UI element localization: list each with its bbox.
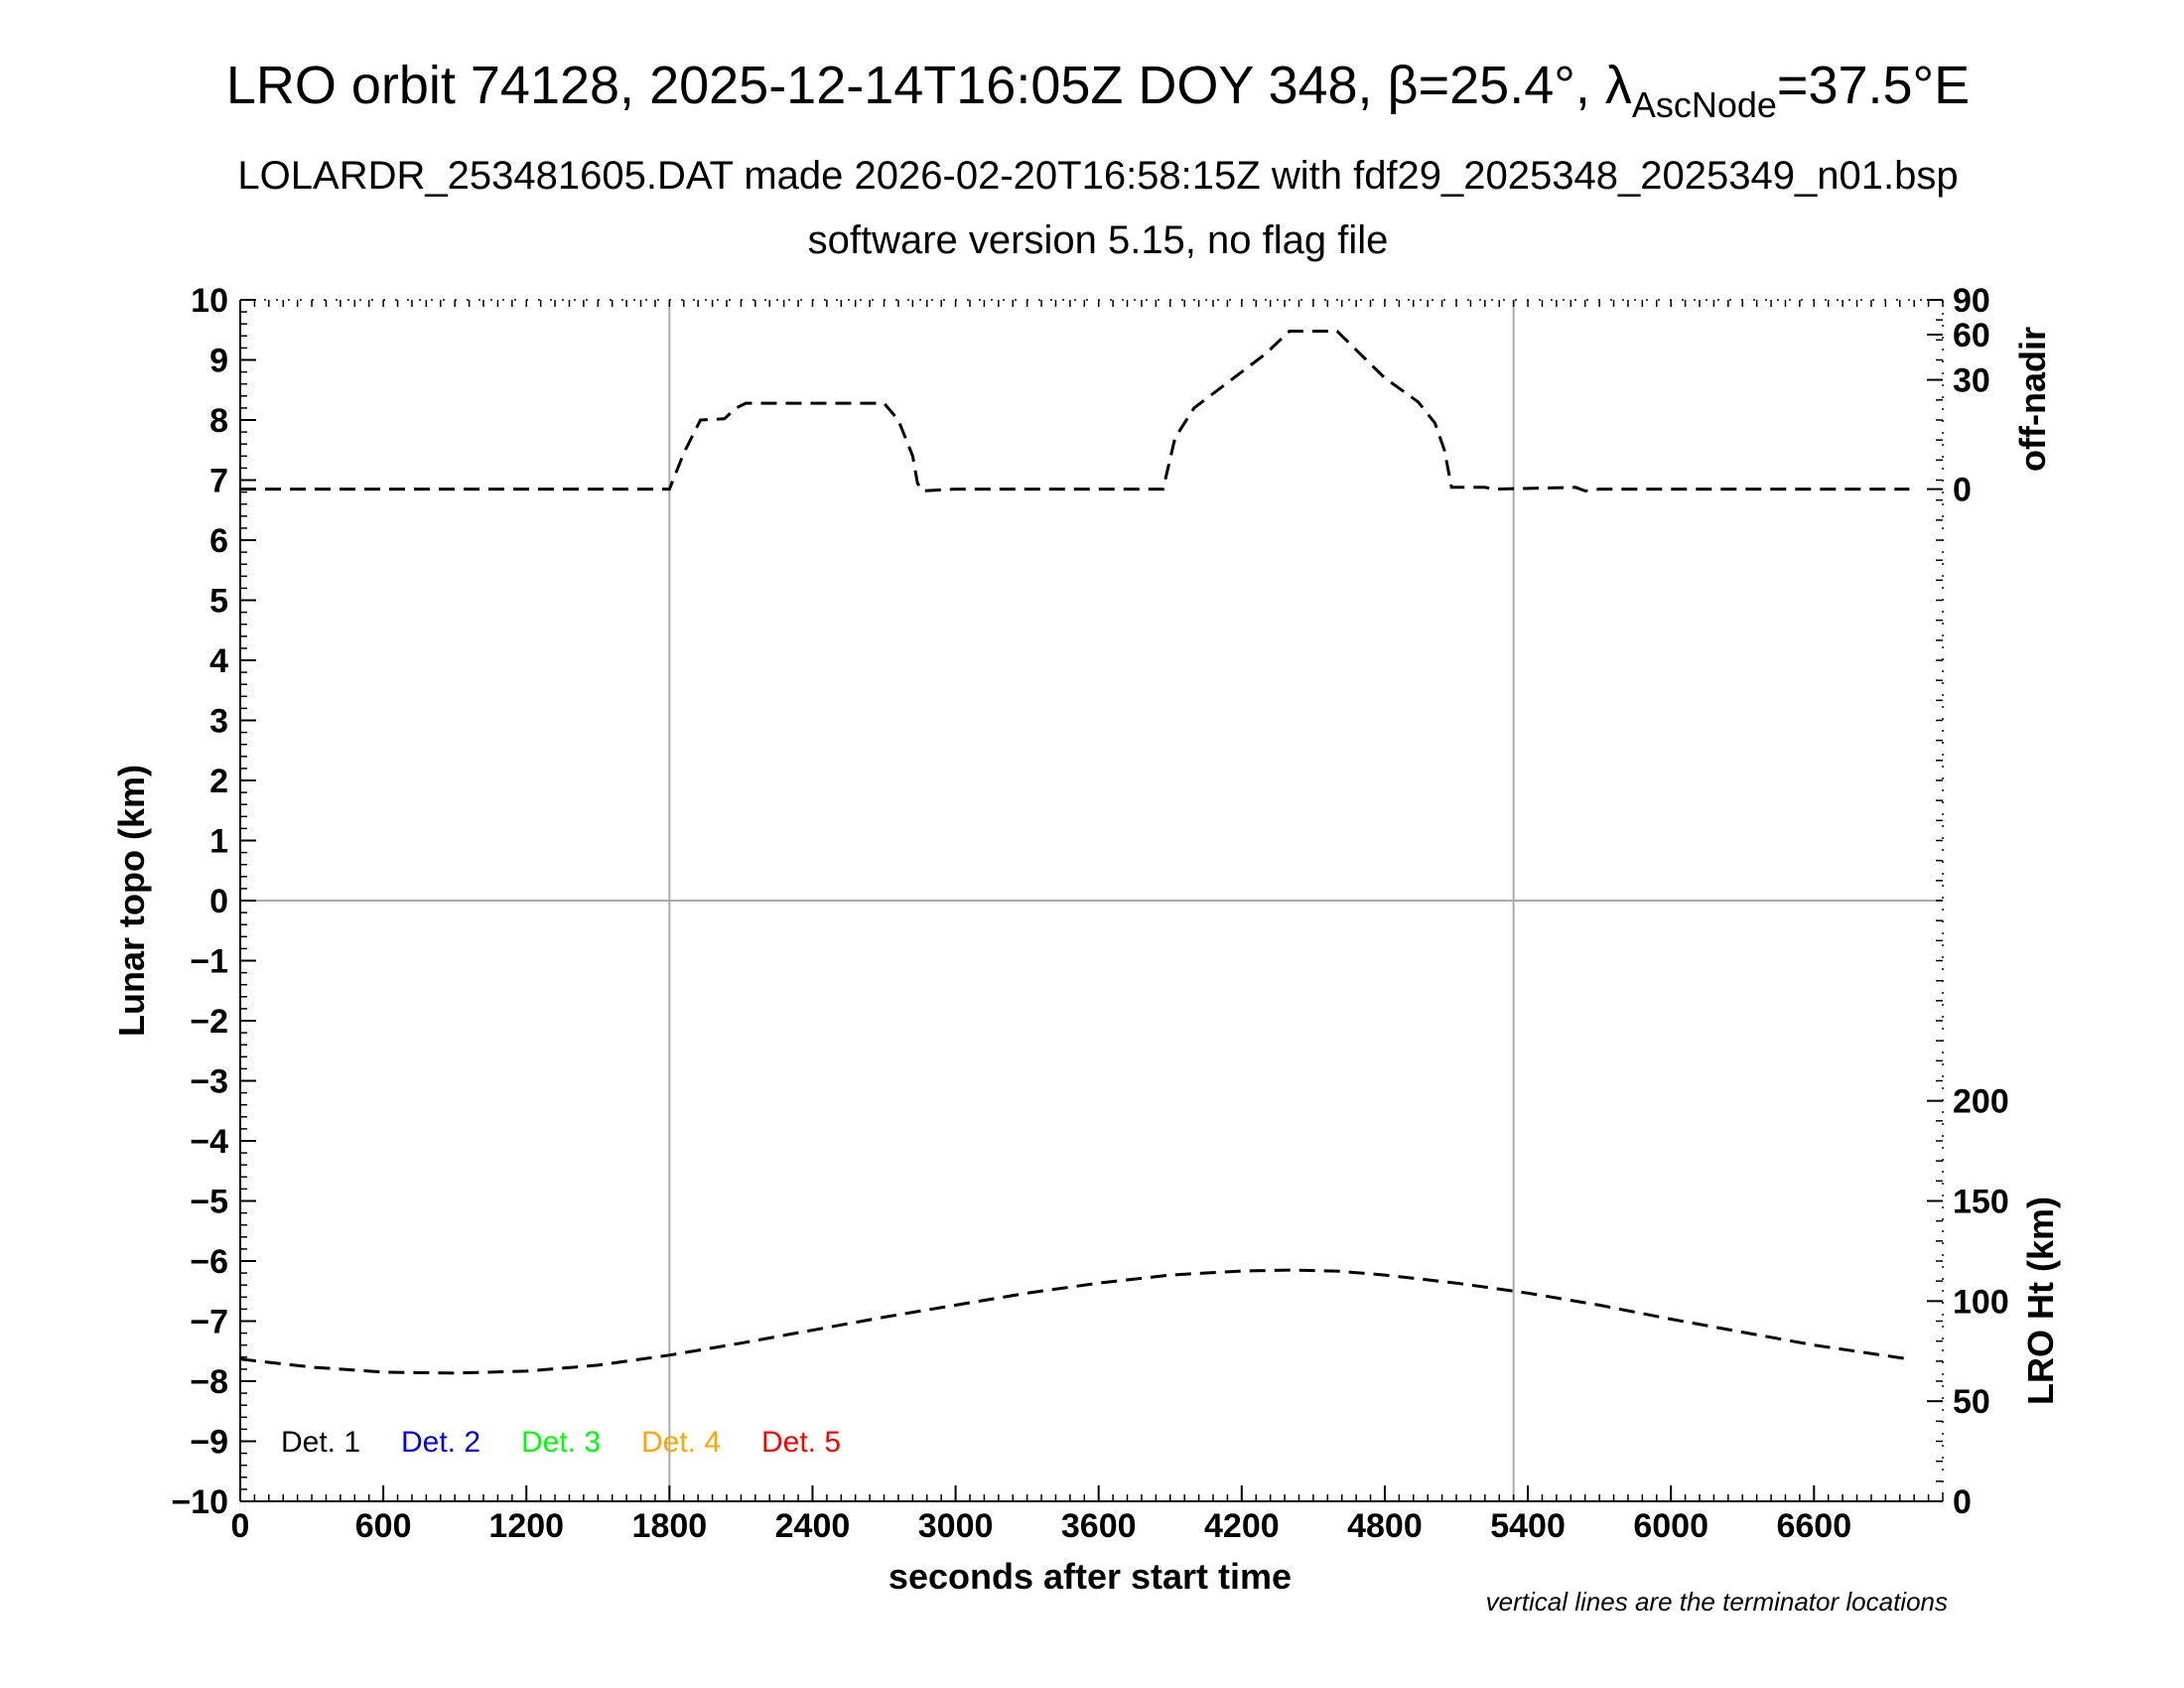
lro-height-axis-label: LRO Ht (km) [2020, 1196, 2061, 1405]
y-tick-label: 10 [191, 282, 228, 320]
legend: Det. 1 Det. 2 Det. 3 Det. 4 Det. 5 [281, 1426, 841, 1459]
reference-lines [240, 300, 1943, 1501]
off-nadir-axis-label: off-nadir [2012, 327, 2053, 472]
y-tick-label: −4 [190, 1123, 228, 1161]
y-tick-label: 3 [209, 703, 228, 741]
height-tick-label: 50 [1953, 1383, 1990, 1421]
x-tick-label: 5400 [1490, 1507, 1566, 1545]
height-tick-label: 150 [1953, 1184, 2009, 1221]
height-tick-label: 100 [1953, 1283, 2009, 1321]
x-tick-label: 3000 [918, 1507, 994, 1545]
y-tick-label: 0 [209, 883, 228, 920]
y-tick-label: 6 [209, 522, 228, 560]
y-tick-label: −2 [190, 1003, 228, 1041]
lro-height-line [239, 1268, 1910, 1375]
x-tick-label: 1200 [488, 1507, 564, 1545]
y-tick-label: −8 [190, 1363, 228, 1401]
legend-entry-det-1: Det. 1 [281, 1426, 360, 1459]
x-tick-label: 3600 [1061, 1507, 1137, 1545]
y-tick-label: 7 [209, 463, 228, 500]
chart-title-end: =37.5°E [1777, 56, 1970, 115]
x-tick-label: 0 [231, 1507, 250, 1545]
y-tick-label: 8 [209, 402, 228, 440]
chart-title: LRO orbit 74128, 2025-12-14T16:05Z DOY 3… [226, 56, 1970, 125]
x-tick-label: 2400 [775, 1507, 851, 1545]
x-tick-label: 6000 [1633, 1507, 1708, 1545]
y-tick-label: 2 [209, 763, 228, 800]
legend-entry-det-4: Det. 4 [641, 1426, 721, 1459]
x-tick-label: 1800 [632, 1507, 708, 1545]
y-tick-label: −7 [190, 1304, 228, 1341]
y-tick-label: −5 [190, 1184, 228, 1221]
off-nadir-tick-label: 0 [1953, 472, 1972, 509]
chart-subtitle-2: software version 5.15, no flag file [808, 218, 1389, 262]
x-axis-label: seconds after start time [888, 1556, 1292, 1597]
y-tick-label: 5 [209, 583, 228, 621]
off-nadir-line [240, 330, 1910, 492]
y-tick-label: −9 [190, 1424, 228, 1462]
legend-entry-det-3: Det. 3 [521, 1426, 601, 1459]
series-lines [239, 330, 1910, 1375]
y-tick-label: 1 [209, 823, 228, 861]
axis-ticks: 0 600 1200 1800 2400 3000 3600 4200 4800 5400 6000… [171, 282, 2008, 1545]
y-tick-label: 4 [209, 642, 228, 680]
x-tick-label: 4200 [1204, 1507, 1280, 1545]
y-tick-label: 9 [209, 343, 228, 380]
legend-entry-det-5: Det. 5 [761, 1426, 841, 1459]
chart-title-sub: AscNode [1632, 84, 1777, 125]
chart-title-main: LRO orbit 74128, 2025-12-14T16:05Z DOY 3… [226, 56, 1632, 115]
y-tick-label: −1 [190, 943, 228, 981]
chart-subtitle-1: LOLARDR_253481605.DAT made 2026-02-20T16… [237, 154, 1958, 198]
x-tick-label: 4800 [1347, 1507, 1423, 1545]
off-nadir-tick-label: 90 [1953, 282, 1990, 320]
height-tick-label: 0 [1953, 1483, 1972, 1521]
x-tick-label: 6600 [1776, 1507, 1851, 1545]
legend-entry-det-2: Det. 2 [401, 1426, 480, 1459]
footnote: vertical lines are the terminator locati… [1486, 1587, 1948, 1617]
x-tick-label: 600 [355, 1507, 412, 1545]
off-nadir-tick-label: 30 [1953, 362, 1990, 400]
off-nadir-tick-label: 60 [1953, 317, 1990, 354]
y-tick-label: −3 [190, 1063, 228, 1101]
y-tick-label: −10 [171, 1483, 228, 1521]
y-axis-label: Lunar topo (km) [111, 765, 152, 1037]
height-tick-label: 200 [1953, 1083, 2009, 1121]
y-tick-label: −6 [190, 1243, 228, 1281]
